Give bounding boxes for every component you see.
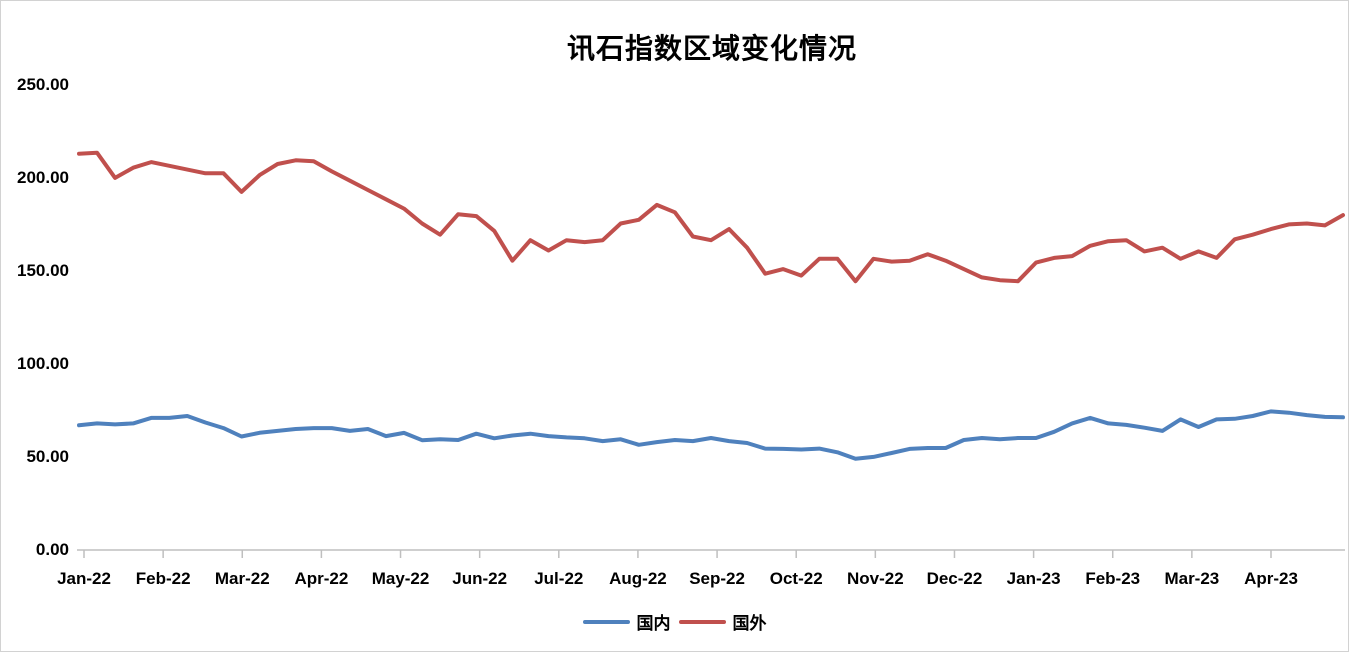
- series-line-foreign: [77, 150, 1345, 284]
- legend-swatch-foreign: [678, 619, 726, 624]
- x-axis-tick-label: Mar-23: [1164, 569, 1219, 588]
- x-axis-tick-label: Jun-22: [452, 569, 507, 588]
- x-axis-tick-label: Mar-22: [215, 569, 270, 588]
- legend-label-domestic: 国内: [636, 614, 671, 634]
- x-axis-tick-label: Jan-22: [57, 569, 111, 588]
- legend-swatch-domestic: [582, 619, 630, 624]
- x-axis-tick-label: Jan-23: [1007, 569, 1061, 588]
- y-axis-tick-label: 150.00: [17, 261, 69, 280]
- x-axis-tick-label: Dec-22: [927, 569, 983, 588]
- x-axis-tick-label: Apr-23: [1244, 569, 1298, 588]
- y-axis-tick-label: 100.00: [17, 354, 69, 373]
- legend-item-domestic: 国内: [582, 609, 671, 634]
- legend: 国内 国外: [1, 609, 1348, 634]
- x-axis-tick-label: Jul-22: [534, 569, 583, 588]
- x-axis-tick-label: Aug-22: [609, 569, 667, 588]
- y-axis-tick-label: 250.00: [17, 75, 69, 94]
- x-axis-tick-label: May-22: [372, 569, 430, 588]
- x-axis-tick-label: Apr-22: [294, 569, 348, 588]
- legend-label-foreign: 国外: [732, 614, 767, 634]
- y-axis-tick-label: 0.00: [36, 540, 69, 559]
- chart-title: 讯石指数区域变化情况: [566, 32, 857, 65]
- x-axis-tick-label: Sep-22: [689, 569, 745, 588]
- y-axis-tick-label: 200.00: [17, 168, 69, 187]
- y-axis-tick-label: 50.00: [26, 447, 69, 466]
- legend-item-foreign: 国外: [678, 609, 767, 634]
- x-axis-tick-label: Oct-22: [770, 569, 823, 588]
- x-axis-tick-label: Nov-22: [847, 569, 904, 588]
- x-axis-tick-label: Feb-22: [136, 569, 191, 588]
- x-axis-tick-label: Feb-23: [1085, 569, 1140, 588]
- series-line-domestic: [77, 409, 1345, 461]
